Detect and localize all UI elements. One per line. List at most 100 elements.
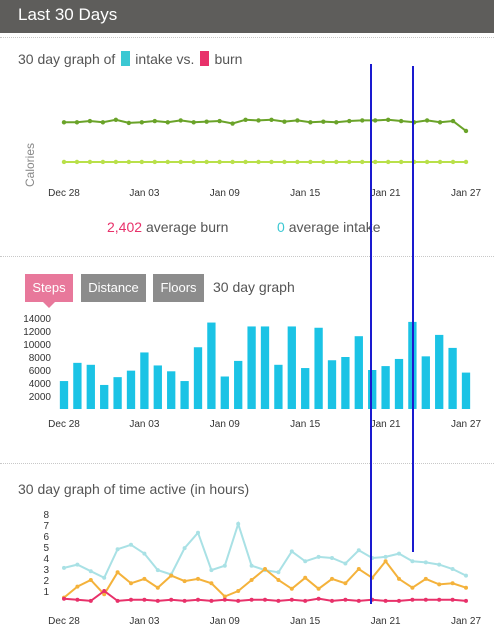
x-tick-label: Jan 15 (290, 188, 320, 199)
data-point (303, 559, 308, 564)
data-point (276, 598, 281, 603)
data-point (230, 159, 235, 165)
data-point (88, 578, 93, 582)
step-bar (207, 322, 216, 409)
step-bar (448, 347, 457, 409)
average-intake-value: 0 (277, 219, 285, 235)
data-point (276, 570, 281, 575)
data-point (303, 598, 308, 603)
data-point (75, 597, 80, 602)
calories-title-prefix: 30 day graph of (18, 51, 116, 67)
data-point (102, 575, 107, 580)
data-point (373, 159, 378, 165)
data-point (236, 521, 241, 526)
data-point (424, 118, 430, 123)
data-point (397, 598, 401, 603)
step-bar (220, 376, 229, 409)
y-tick-label: 8000 (29, 353, 52, 364)
step-bar (287, 326, 296, 409)
data-point (182, 579, 187, 584)
data-point (308, 159, 313, 165)
tab-floors[interactable]: Floors (153, 274, 204, 302)
x-tick-label: Jan 15 (290, 419, 320, 430)
data-point (129, 597, 133, 602)
step-bar (381, 366, 390, 409)
tab-distance[interactable]: Distance (81, 274, 146, 302)
x-tick-label: Jan 09 (210, 616, 240, 627)
y-tick-label: 1 (43, 587, 49, 598)
data-point (373, 118, 378, 123)
data-point (360, 118, 365, 123)
data-point (347, 159, 352, 165)
data-point (410, 559, 415, 564)
data-point (450, 159, 456, 165)
data-point (74, 159, 80, 165)
step-bar (341, 357, 350, 409)
data-point (61, 159, 67, 165)
data-point (450, 118, 456, 124)
section-divider (0, 463, 494, 464)
step-bar (421, 356, 430, 409)
y-tick-label: 3 (43, 565, 49, 576)
data-point (178, 118, 183, 123)
data-point (222, 597, 227, 602)
data-point (423, 576, 428, 581)
data-point (209, 598, 214, 603)
x-tick-label: Jan 27 (451, 616, 481, 627)
data-point (410, 597, 415, 602)
data-point (424, 159, 430, 165)
x-tick-label: Dec 28 (48, 419, 80, 430)
y-tick-label: 10000 (23, 340, 51, 351)
data-point (330, 598, 334, 603)
data-point (196, 576, 200, 581)
data-point (209, 568, 214, 573)
calories-y-axis-label: Calories (23, 143, 37, 187)
tab-steps[interactable]: Steps (25, 274, 73, 308)
data-point (115, 598, 120, 603)
data-point (356, 598, 361, 603)
data-point (343, 597, 348, 602)
data-point (383, 554, 388, 559)
data-point (330, 576, 334, 581)
data-point (165, 120, 170, 125)
y-tick-label: 2000 (29, 392, 52, 403)
data-point (256, 159, 261, 165)
data-point (437, 120, 443, 125)
data-point (129, 581, 133, 586)
step-bar (167, 371, 176, 409)
page-title: Last 30 Days (18, 5, 118, 24)
data-point (450, 567, 455, 571)
data-point (282, 159, 287, 165)
data-point (74, 120, 80, 125)
data-point (222, 594, 227, 599)
data-point (383, 559, 388, 564)
data-point (423, 597, 428, 602)
data-point (360, 159, 365, 165)
data-point (463, 159, 469, 165)
data-point (316, 596, 321, 601)
data-point (88, 569, 93, 574)
average-burn: 2,402 average burn (107, 219, 228, 235)
data-point (398, 118, 404, 124)
calories-graph-title: 30 day graph of intake vs. burn (18, 51, 242, 67)
step-bar (193, 347, 203, 409)
x-tick-label: Jan 09 (210, 188, 240, 199)
step-bar (234, 360, 243, 409)
data-point (289, 549, 294, 554)
data-point (217, 118, 222, 124)
data-point (398, 159, 404, 165)
data-point (334, 159, 339, 165)
data-point (87, 159, 93, 165)
data-point (236, 589, 241, 593)
average-burn-value: 2,402 (107, 219, 143, 235)
data-point (385, 159, 391, 165)
data-point (126, 159, 132, 165)
step-bar (301, 368, 310, 409)
data-point (249, 563, 254, 568)
steps-graph-label: 30 day graph (213, 279, 295, 295)
data-point (88, 598, 93, 603)
burn-legend-label: burn (214, 51, 243, 67)
data-point (330, 556, 334, 560)
data-point (356, 548, 361, 553)
